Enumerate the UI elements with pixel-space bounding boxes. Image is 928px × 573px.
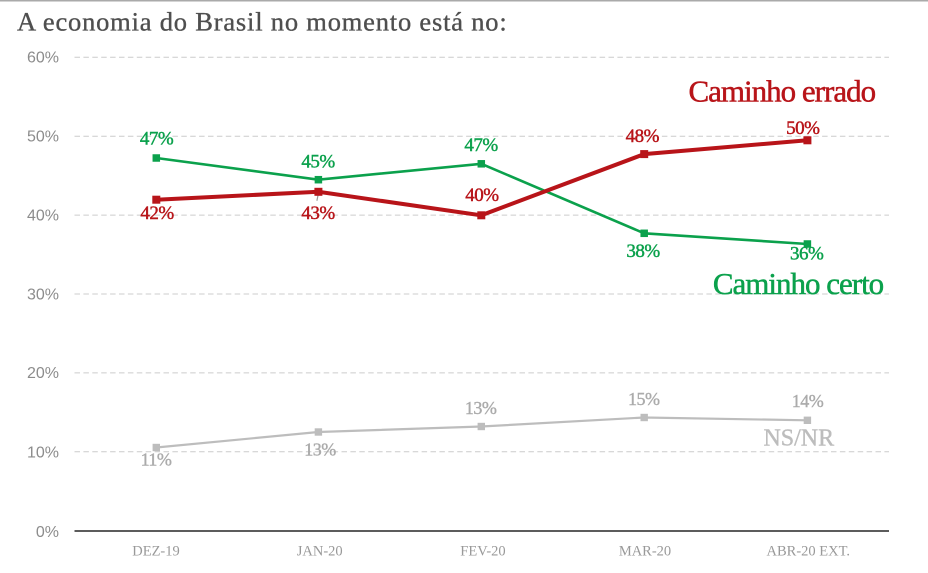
svg-text:45%: 45%: [301, 152, 335, 173]
svg-text:48%: 48%: [626, 126, 660, 147]
svg-text:0%: 0%: [36, 524, 59, 541]
svg-text:20%: 20%: [27, 365, 59, 382]
svg-text:42%: 42%: [140, 203, 174, 224]
svg-text:30%: 30%: [27, 286, 59, 303]
svg-text:15%: 15%: [628, 389, 660, 409]
svg-text:Caminho errado: Caminho errado: [689, 74, 876, 109]
svg-text:11%: 11%: [141, 450, 172, 470]
svg-text:10%: 10%: [27, 445, 59, 462]
svg-text:MAR-20: MAR-20: [619, 544, 671, 560]
svg-text:NS/NR: NS/NR: [763, 426, 834, 452]
svg-text:13%: 13%: [304, 440, 336, 460]
svg-text:43%: 43%: [301, 203, 335, 224]
svg-text:13%: 13%: [465, 398, 497, 418]
svg-text:47%: 47%: [140, 129, 174, 150]
svg-text:JAN-20: JAN-20: [297, 544, 343, 560]
svg-text:Caminho certo: Caminho certo: [713, 266, 884, 301]
svg-text:50%: 50%: [27, 129, 59, 146]
svg-text:A economia do Brasil no moment: A economia do Brasil no momento está no:: [17, 7, 508, 37]
svg-text:FEV-20: FEV-20: [460, 544, 505, 560]
svg-text:40%: 40%: [465, 185, 499, 206]
svg-text:47%: 47%: [464, 135, 498, 156]
svg-text:60%: 60%: [27, 50, 59, 67]
svg-text:14%: 14%: [792, 391, 824, 411]
svg-text:36%: 36%: [790, 244, 824, 265]
svg-text:40%: 40%: [27, 207, 59, 224]
svg-text:38%: 38%: [626, 241, 660, 262]
svg-text:ABR-20 EXT.: ABR-20 EXT.: [767, 544, 851, 560]
svg-text:50%: 50%: [786, 118, 820, 139]
svg-text:DEZ-19: DEZ-19: [132, 544, 180, 560]
